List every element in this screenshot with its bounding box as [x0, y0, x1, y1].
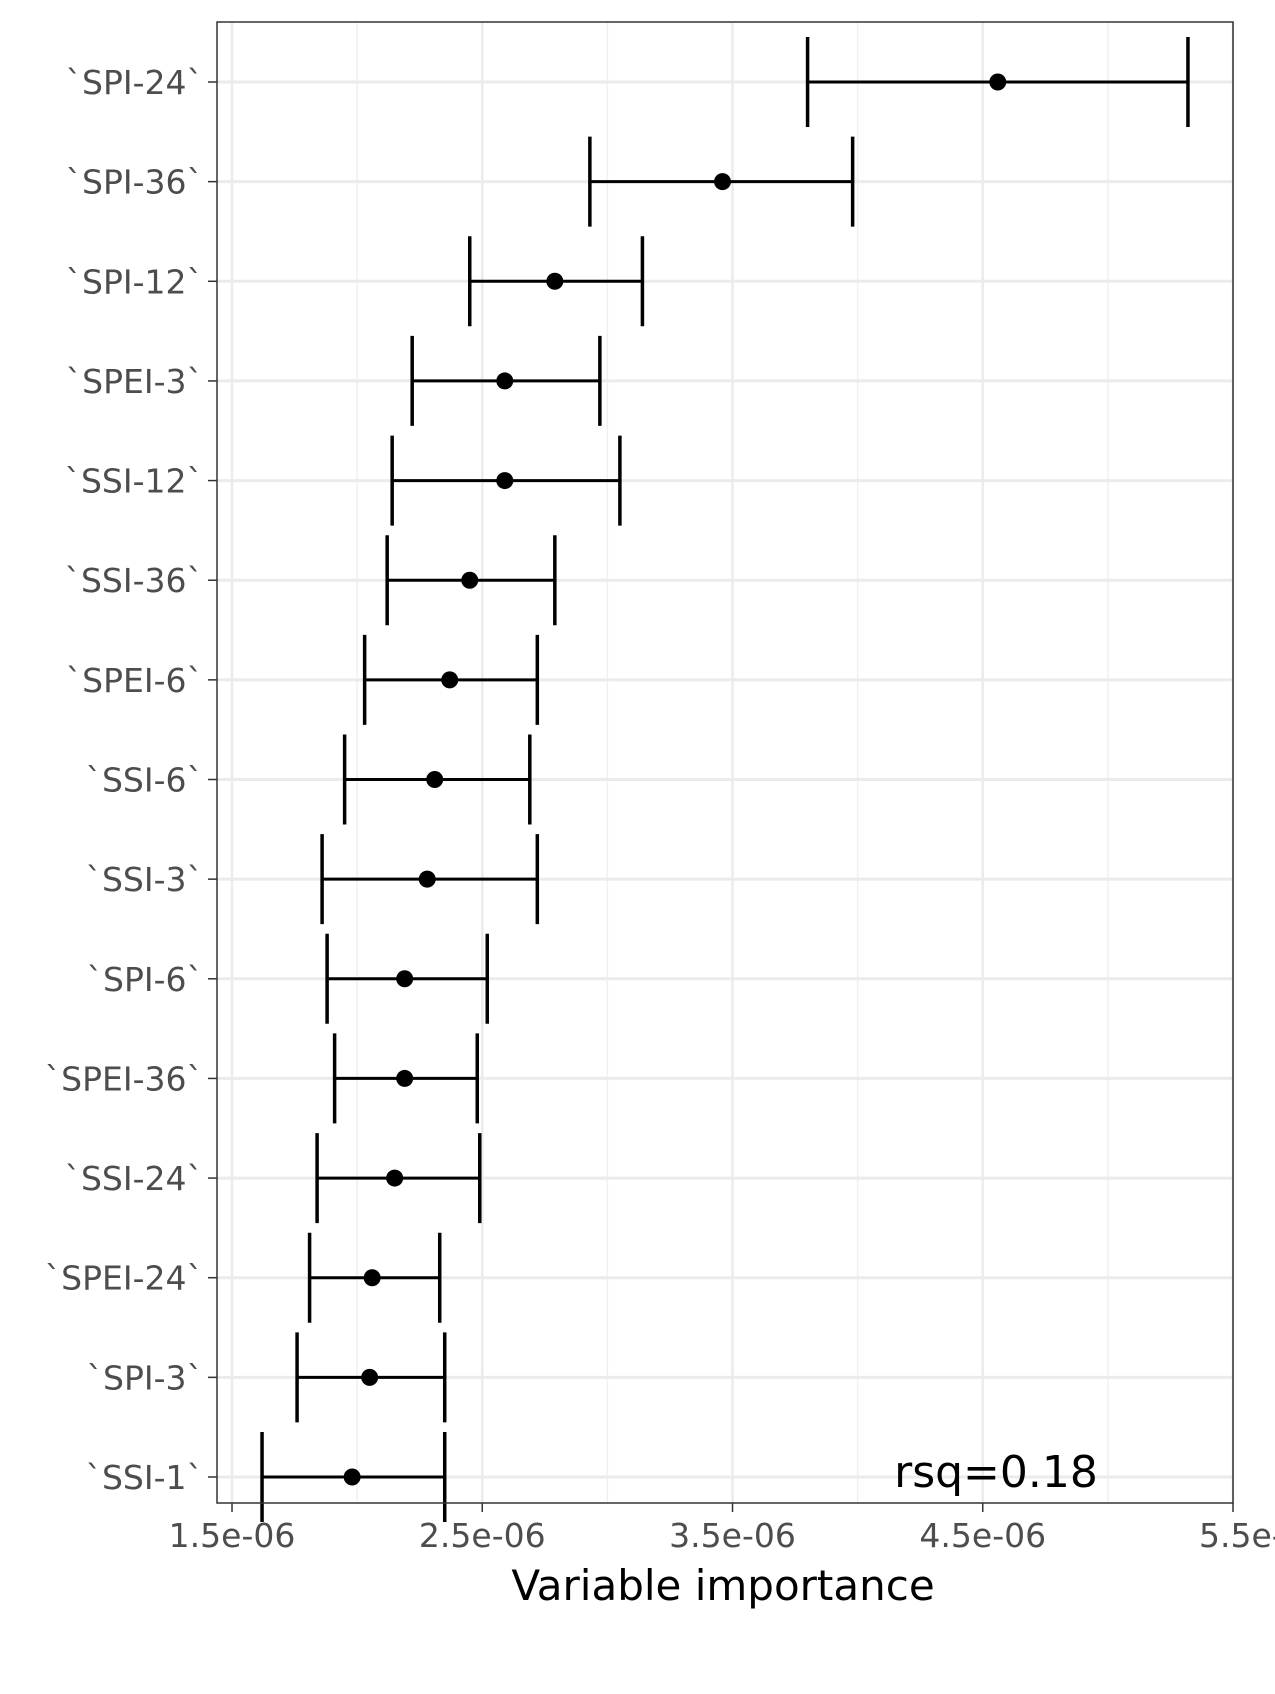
minor-gridlines [356, 22, 1109, 1503]
y-tick-label: `SPI-12` [66, 262, 203, 301]
data-point [396, 970, 414, 988]
y-tick-label: `SPEI-6` [66, 661, 203, 700]
data-points [343, 73, 1007, 1486]
y-tick-label: `SPI-36` [66, 163, 203, 202]
data-point [496, 472, 514, 490]
data-point [989, 73, 1007, 91]
y-tick-label: `SPEI-3` [66, 362, 203, 401]
x-axis-title: Variable importance [511, 1561, 934, 1610]
y-tick-label: `SPI-3` [87, 1358, 203, 1397]
y-axis: `SPI-24` `SPI-36` `SPI-12` `SPEI-3` `SSI-12`… [45, 63, 217, 1497]
data-point [496, 372, 514, 390]
data-point [343, 1468, 361, 1486]
x-tick-label: 2.5e-06 [419, 1516, 546, 1555]
y-tick-label: `SPEI-36` [45, 1059, 203, 1098]
data-point [441, 671, 459, 689]
y-tick-label: `SPI-24` [66, 63, 203, 102]
y-tick-label: `SSI-3` [85, 860, 203, 899]
x-tick-label: 5.5e- [1199, 1516, 1275, 1555]
data-point [418, 870, 436, 888]
rsq-annotation: rsq=0.18 [894, 1447, 1098, 1498]
x-tick-label: 3.5e-06 [669, 1516, 796, 1555]
major-gridlines [217, 22, 1235, 1503]
data-point [546, 272, 564, 290]
data-point [363, 1269, 381, 1287]
y-tick-label: `SSI-1` [85, 1458, 203, 1497]
x-axis: 1.5e-06 2.5e-06 3.5e-06 4.5e-06 5.5e- [169, 1503, 1275, 1555]
y-tick-label: `SSI-36` [64, 561, 203, 600]
data-point [361, 1368, 379, 1386]
data-point [713, 173, 731, 191]
panel-border [216, 21, 1234, 1504]
data-point [426, 771, 444, 788]
y-tick-label: `SSI-12` [64, 462, 203, 501]
data-point [396, 1069, 414, 1087]
x-tick-label: 1.5e-06 [169, 1516, 296, 1555]
data-point [386, 1169, 404, 1187]
data-point [461, 571, 479, 589]
y-tick-label: `SSI-24` [64, 1159, 203, 1198]
y-tick-label: `SPI-6` [87, 960, 203, 999]
x-tick-label: 4.5e-06 [919, 1516, 1046, 1555]
y-tick-label: `SSI-6` [85, 761, 203, 800]
y-tick-label: `SPEI-24` [45, 1259, 203, 1298]
